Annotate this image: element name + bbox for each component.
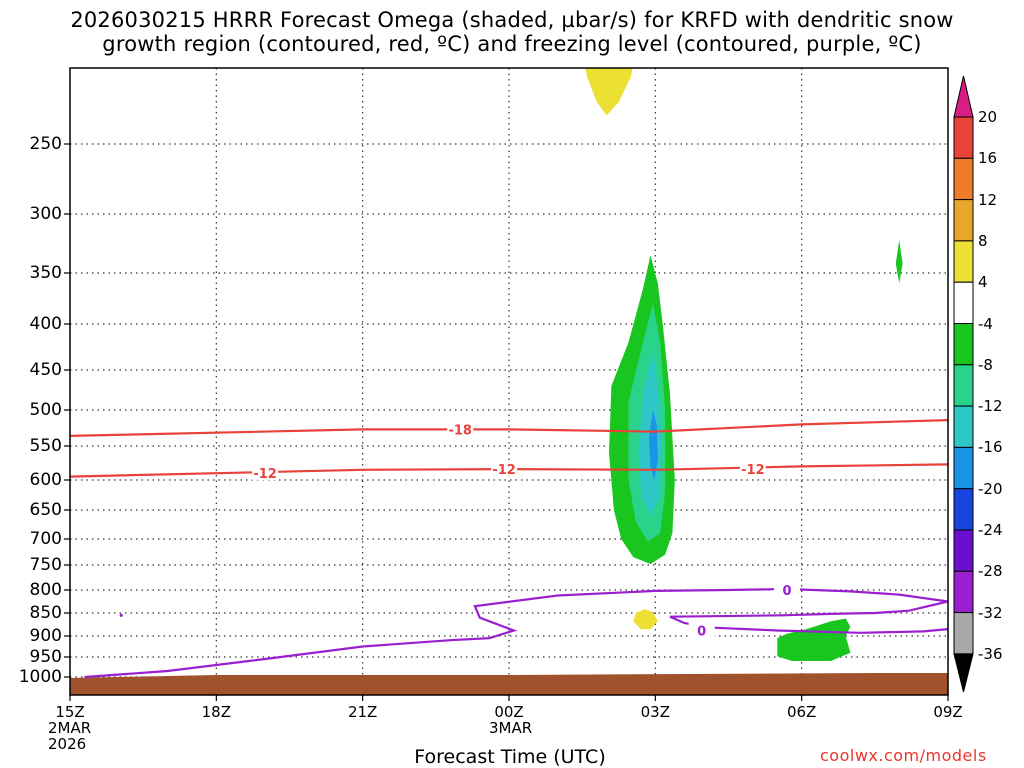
ytick-label: 400 xyxy=(29,314,62,334)
ytick-label: 900 xyxy=(29,626,62,646)
dgz-label-minus12-a-bg xyxy=(252,465,279,481)
colorbar-level-label: 12 xyxy=(978,190,998,209)
colorbar-swatch-6 xyxy=(953,323,974,366)
xtick-label: 03Z xyxy=(640,703,671,721)
x-axis-title: Forecast Time (UTC) xyxy=(414,746,606,768)
freezing-label-a: 0 xyxy=(783,584,792,599)
colorbar-level-label: -4 xyxy=(978,314,993,333)
credit-link[interactable]: coolwx.com/models xyxy=(820,746,987,765)
colorbar-level-label: -28 xyxy=(978,562,1003,581)
omega-shading xyxy=(585,68,903,661)
contour-labels: -18 -12 -12 -12 0 0 xyxy=(252,421,801,639)
ytick-label: 700 xyxy=(29,529,62,549)
xtick-sublabel: 2MAR xyxy=(48,719,92,737)
colorbar-swatch-11 xyxy=(953,529,974,572)
colorbar-swatch-5 xyxy=(953,281,974,325)
xtick-label: 00Z xyxy=(494,703,524,721)
ytick-label: 650 xyxy=(29,500,62,520)
ytick-label: 800 xyxy=(29,580,62,600)
colorbar-level-label: 20 xyxy=(978,108,998,126)
freezing-label-b-bg xyxy=(688,622,715,638)
chart-title-line-1: 2026030215 HRRR Forecast Omega (shaded, … xyxy=(70,8,954,32)
dgz-contour-12 xyxy=(70,463,948,478)
freezing-dot xyxy=(119,613,123,617)
colorbar-level-label: 8 xyxy=(978,231,988,250)
colorbar-level-label: -24 xyxy=(978,521,1003,539)
xtick-sublabel: 3MAR xyxy=(489,719,533,737)
colorbar-swatch-3 xyxy=(953,199,974,242)
dgz-contour-18 xyxy=(70,419,948,437)
colorbar-level-label: 4 xyxy=(978,273,988,292)
colorbar-swatch-13 xyxy=(953,612,974,655)
omega-sinking-minus16 xyxy=(649,410,658,480)
colorbar-level-label: -8 xyxy=(978,355,993,374)
colorbar xyxy=(953,75,974,693)
dgz-label-minus12-a: -12 xyxy=(253,467,277,482)
ytick-label: 350 xyxy=(29,263,62,283)
omega-low-rising xyxy=(633,609,658,630)
dgz-label-minus12-c: -12 xyxy=(741,463,765,478)
omega-upper-rising xyxy=(585,68,633,116)
dgz-label-minus12-c-bg xyxy=(739,461,766,477)
colorbar-swatch-9 xyxy=(953,446,974,490)
colorbar-level-label: -32 xyxy=(978,603,1003,622)
terrain-fill xyxy=(70,673,948,695)
colorbar-swatch-4 xyxy=(953,240,974,283)
ytick-label: 550 xyxy=(29,436,62,456)
colorbar-level-label: -16 xyxy=(978,438,1003,457)
ytick-label: 600 xyxy=(29,470,62,490)
dgz-label-minus12-b: -12 xyxy=(492,463,516,478)
colorbar-swatch-8 xyxy=(953,405,974,448)
freezing-label-a-bg xyxy=(774,582,801,597)
freezing-label-b: 0 xyxy=(697,624,706,639)
ytick-label: 850 xyxy=(29,603,62,623)
ytick-label: 250 xyxy=(29,134,62,154)
colorbar-bottom-triangle xyxy=(953,653,974,693)
ytick-label: 300 xyxy=(29,204,62,224)
chart-title-line-2: growth region (contoured, red, ºC) and f… xyxy=(102,32,922,56)
dgz-label-minus12-b-bg xyxy=(491,461,518,477)
xtick-sublabel: 2026 xyxy=(48,735,87,753)
ytick-label: 750 xyxy=(29,555,62,575)
surface-terrain xyxy=(70,673,948,695)
xtick-label: 21Z xyxy=(347,703,378,721)
xtick-label: 15Z xyxy=(55,703,85,721)
xtick-label: 06Z xyxy=(786,703,817,721)
dgz-label-minus18: -18 xyxy=(448,423,472,438)
colorbar-level-label: -36 xyxy=(978,644,1003,663)
colorbar-level-label: 16 xyxy=(978,149,998,168)
ytick-label: 450 xyxy=(29,360,62,380)
colorbar-level-label: -20 xyxy=(978,479,1003,498)
xtick-label: 09Z xyxy=(933,703,963,721)
ytick-label: 950 xyxy=(29,647,62,667)
colorbar-swatch-1 xyxy=(953,116,974,159)
ytick-label: 1000 xyxy=(18,667,62,687)
omega-low-sinking xyxy=(777,618,851,661)
omega-upper-sinking xyxy=(895,240,903,284)
colorbar-swatch-7 xyxy=(953,364,974,407)
colorbar-level-label: -12 xyxy=(978,397,1003,416)
colorbar-swatch-2 xyxy=(953,157,974,201)
dgz-label-minus18-bg xyxy=(447,421,474,437)
xtick-label: 18Z xyxy=(201,703,232,721)
colorbar-swatch-10 xyxy=(953,488,974,531)
ytick-label: 500 xyxy=(29,400,62,420)
axis-ticks xyxy=(64,143,949,701)
colorbar-swatch-12 xyxy=(953,570,974,614)
